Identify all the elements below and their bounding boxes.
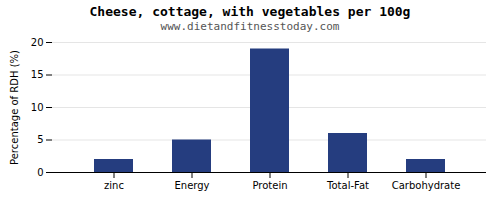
svg-text:15: 15 (31, 69, 44, 80)
svg-text:10: 10 (31, 102, 44, 113)
svg-text:Percentage of RDH (%): Percentage of RDH (%) (9, 50, 20, 165)
svg-text:zinc: zinc (104, 180, 124, 191)
html-text:www.dietandfitnesstoday.com: www.dietandfitnesstoday.com (160, 20, 340, 33)
svg-text:Protein: Protein (252, 180, 287, 191)
svg-text:5: 5 (37, 134, 43, 145)
svg-text:20: 20 (31, 37, 44, 48)
svg-text:Total-Fat: Total-Fat (326, 180, 369, 191)
svg-text:Energy: Energy (174, 180, 209, 191)
svg-text:Carbohydrate: Carbohydrate (392, 180, 461, 191)
html-text:Cheese, cottage, with vegetabl: Cheese, cottage, with vegetables per 100… (89, 4, 411, 19)
svg-text:0: 0 (37, 167, 43, 178)
